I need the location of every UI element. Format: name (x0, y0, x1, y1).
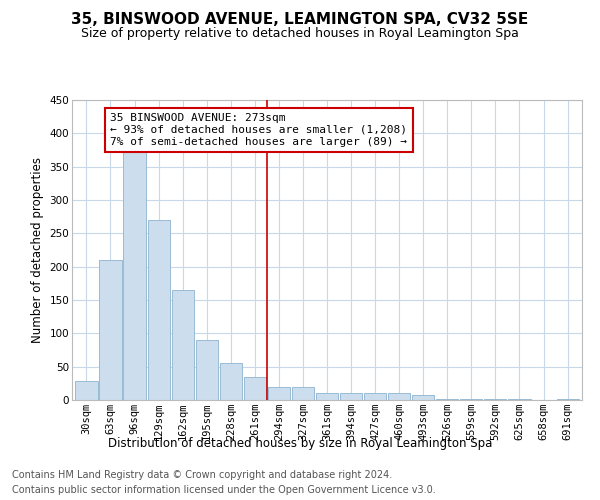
Y-axis label: Number of detached properties: Number of detached properties (31, 157, 44, 343)
Text: Distribution of detached houses by size in Royal Leamington Spa: Distribution of detached houses by size … (108, 438, 492, 450)
Bar (148, 220, 170, 400)
Bar (172, 290, 194, 400)
Text: 35 BINSWOOD AVENUE: 273sqm
← 93% of detached houses are smaller (1,208)
7% of se: 35 BINSWOOD AVENUE: 273sqm ← 93% of deta… (110, 114, 407, 146)
Text: Contains public sector information licensed under the Open Government Licence v3: Contains public sector information licen… (12, 485, 436, 495)
Bar (316, 394, 338, 400)
Bar (76, 382, 98, 400)
Text: 35, BINSWOOD AVENUE, LEAMINGTON SPA, CV32 5SE: 35, BINSWOOD AVENUE, LEAMINGTON SPA, CV3… (71, 12, 529, 28)
Bar (196, 340, 218, 400)
Bar (340, 394, 362, 400)
Bar (557, 398, 578, 400)
Bar (100, 260, 122, 400)
Bar (268, 386, 290, 400)
Bar (220, 364, 242, 400)
Bar (244, 376, 266, 400)
Bar (412, 396, 434, 400)
Bar (292, 386, 314, 400)
Bar (124, 120, 146, 400)
Text: Contains HM Land Registry data © Crown copyright and database right 2024.: Contains HM Land Registry data © Crown c… (12, 470, 392, 480)
Bar (388, 394, 410, 400)
Bar (364, 394, 386, 400)
Text: Size of property relative to detached houses in Royal Leamington Spa: Size of property relative to detached ho… (81, 28, 519, 40)
